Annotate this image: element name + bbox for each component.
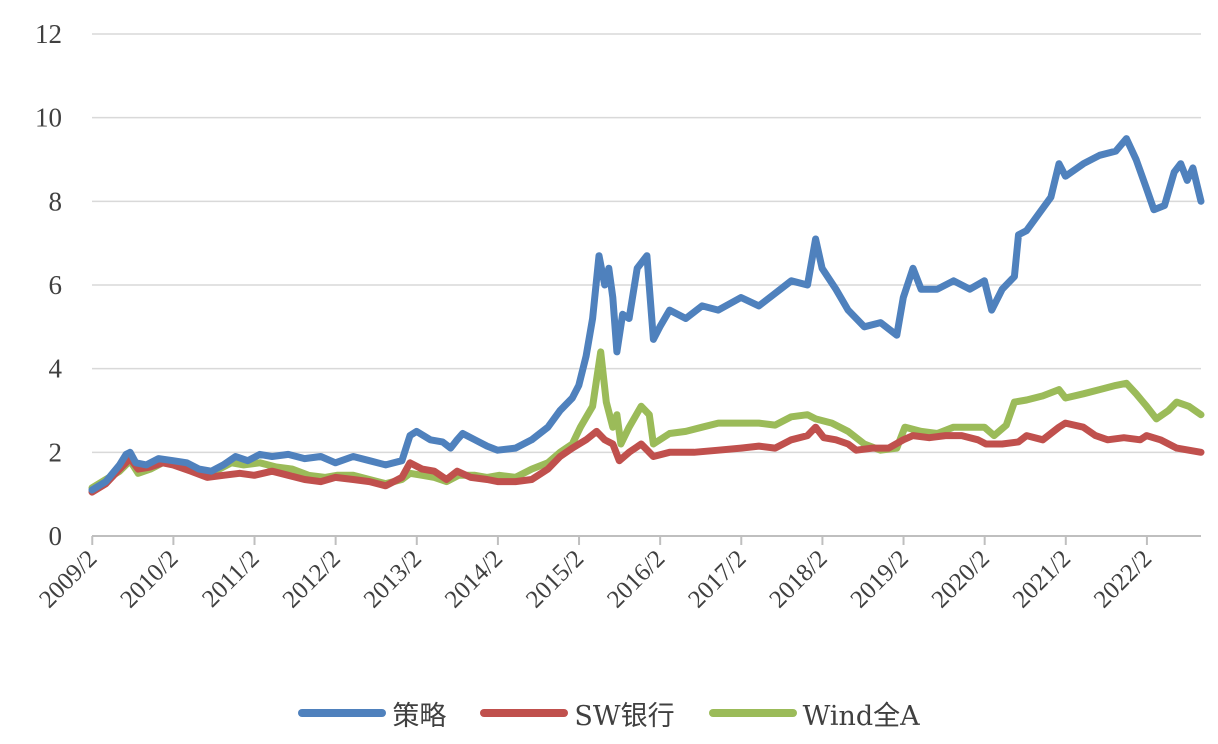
x-tick-label: 2011/2 [197, 545, 265, 613]
y-tick-label: 8 [49, 186, 63, 216]
x-tick-label: 2016/2 [602, 545, 670, 613]
x-tick-label: 2015/2 [521, 545, 589, 613]
y-tick-label: 12 [35, 19, 62, 49]
series-line-0 [88, 135, 1205, 494]
y-axis-tick-labels: 0 2 4 6 8 10 12 [35, 19, 63, 551]
x-tick-label: 2019/2 [846, 545, 914, 613]
x-tick-label: 2012/2 [278, 545, 346, 613]
series-line-2 [88, 348, 1205, 492]
y-tick-label: 4 [49, 354, 63, 384]
line-chart: 0 2 4 6 8 10 12 2009/2 2010/2 2011/2 2012/2 2013/2… [34, 19, 1205, 613]
x-tick-label: 2017/2 [683, 545, 751, 613]
series-line-1 [88, 419, 1205, 496]
legend-label: Wind全A [802, 700, 920, 732]
x-tick-label: 2020/2 [927, 545, 995, 613]
x-tick-label: 2009/2 [34, 545, 102, 613]
plot-area [88, 135, 1205, 496]
legend-label: 策略 [392, 700, 447, 732]
legend: 策略 SW银行 Wind全A [0, 690, 1218, 736]
x-tick-label: 2013/2 [359, 545, 427, 613]
legend-item-1: SW银行 [480, 694, 675, 733]
legend-swatch [298, 709, 387, 717]
legend-swatch [708, 709, 797, 717]
y-tick-label: 0 [49, 521, 63, 551]
y-tick-label: 2 [49, 437, 63, 467]
gridlines [92, 33, 1201, 454]
x-tick-label: 2018/2 [764, 545, 832, 613]
legend-item-2: Wind全A [708, 694, 920, 733]
x-tick-label: 2021/2 [1008, 545, 1076, 613]
y-tick-label: 10 [35, 103, 62, 133]
legend-item-0: 策略 [298, 694, 446, 733]
x-tick-label: 2022/2 [1089, 545, 1157, 613]
x-tick-label: 2010/2 [115, 545, 183, 613]
legend-swatch [480, 709, 569, 717]
legend-label: SW银行 [574, 700, 675, 732]
x-axis: 2009/2 2010/2 2011/2 2012/2 2013/2 2014/2 2015… [34, 535, 1201, 613]
y-tick-label: 6 [49, 270, 63, 300]
x-tick-label: 2014/2 [440, 545, 508, 613]
